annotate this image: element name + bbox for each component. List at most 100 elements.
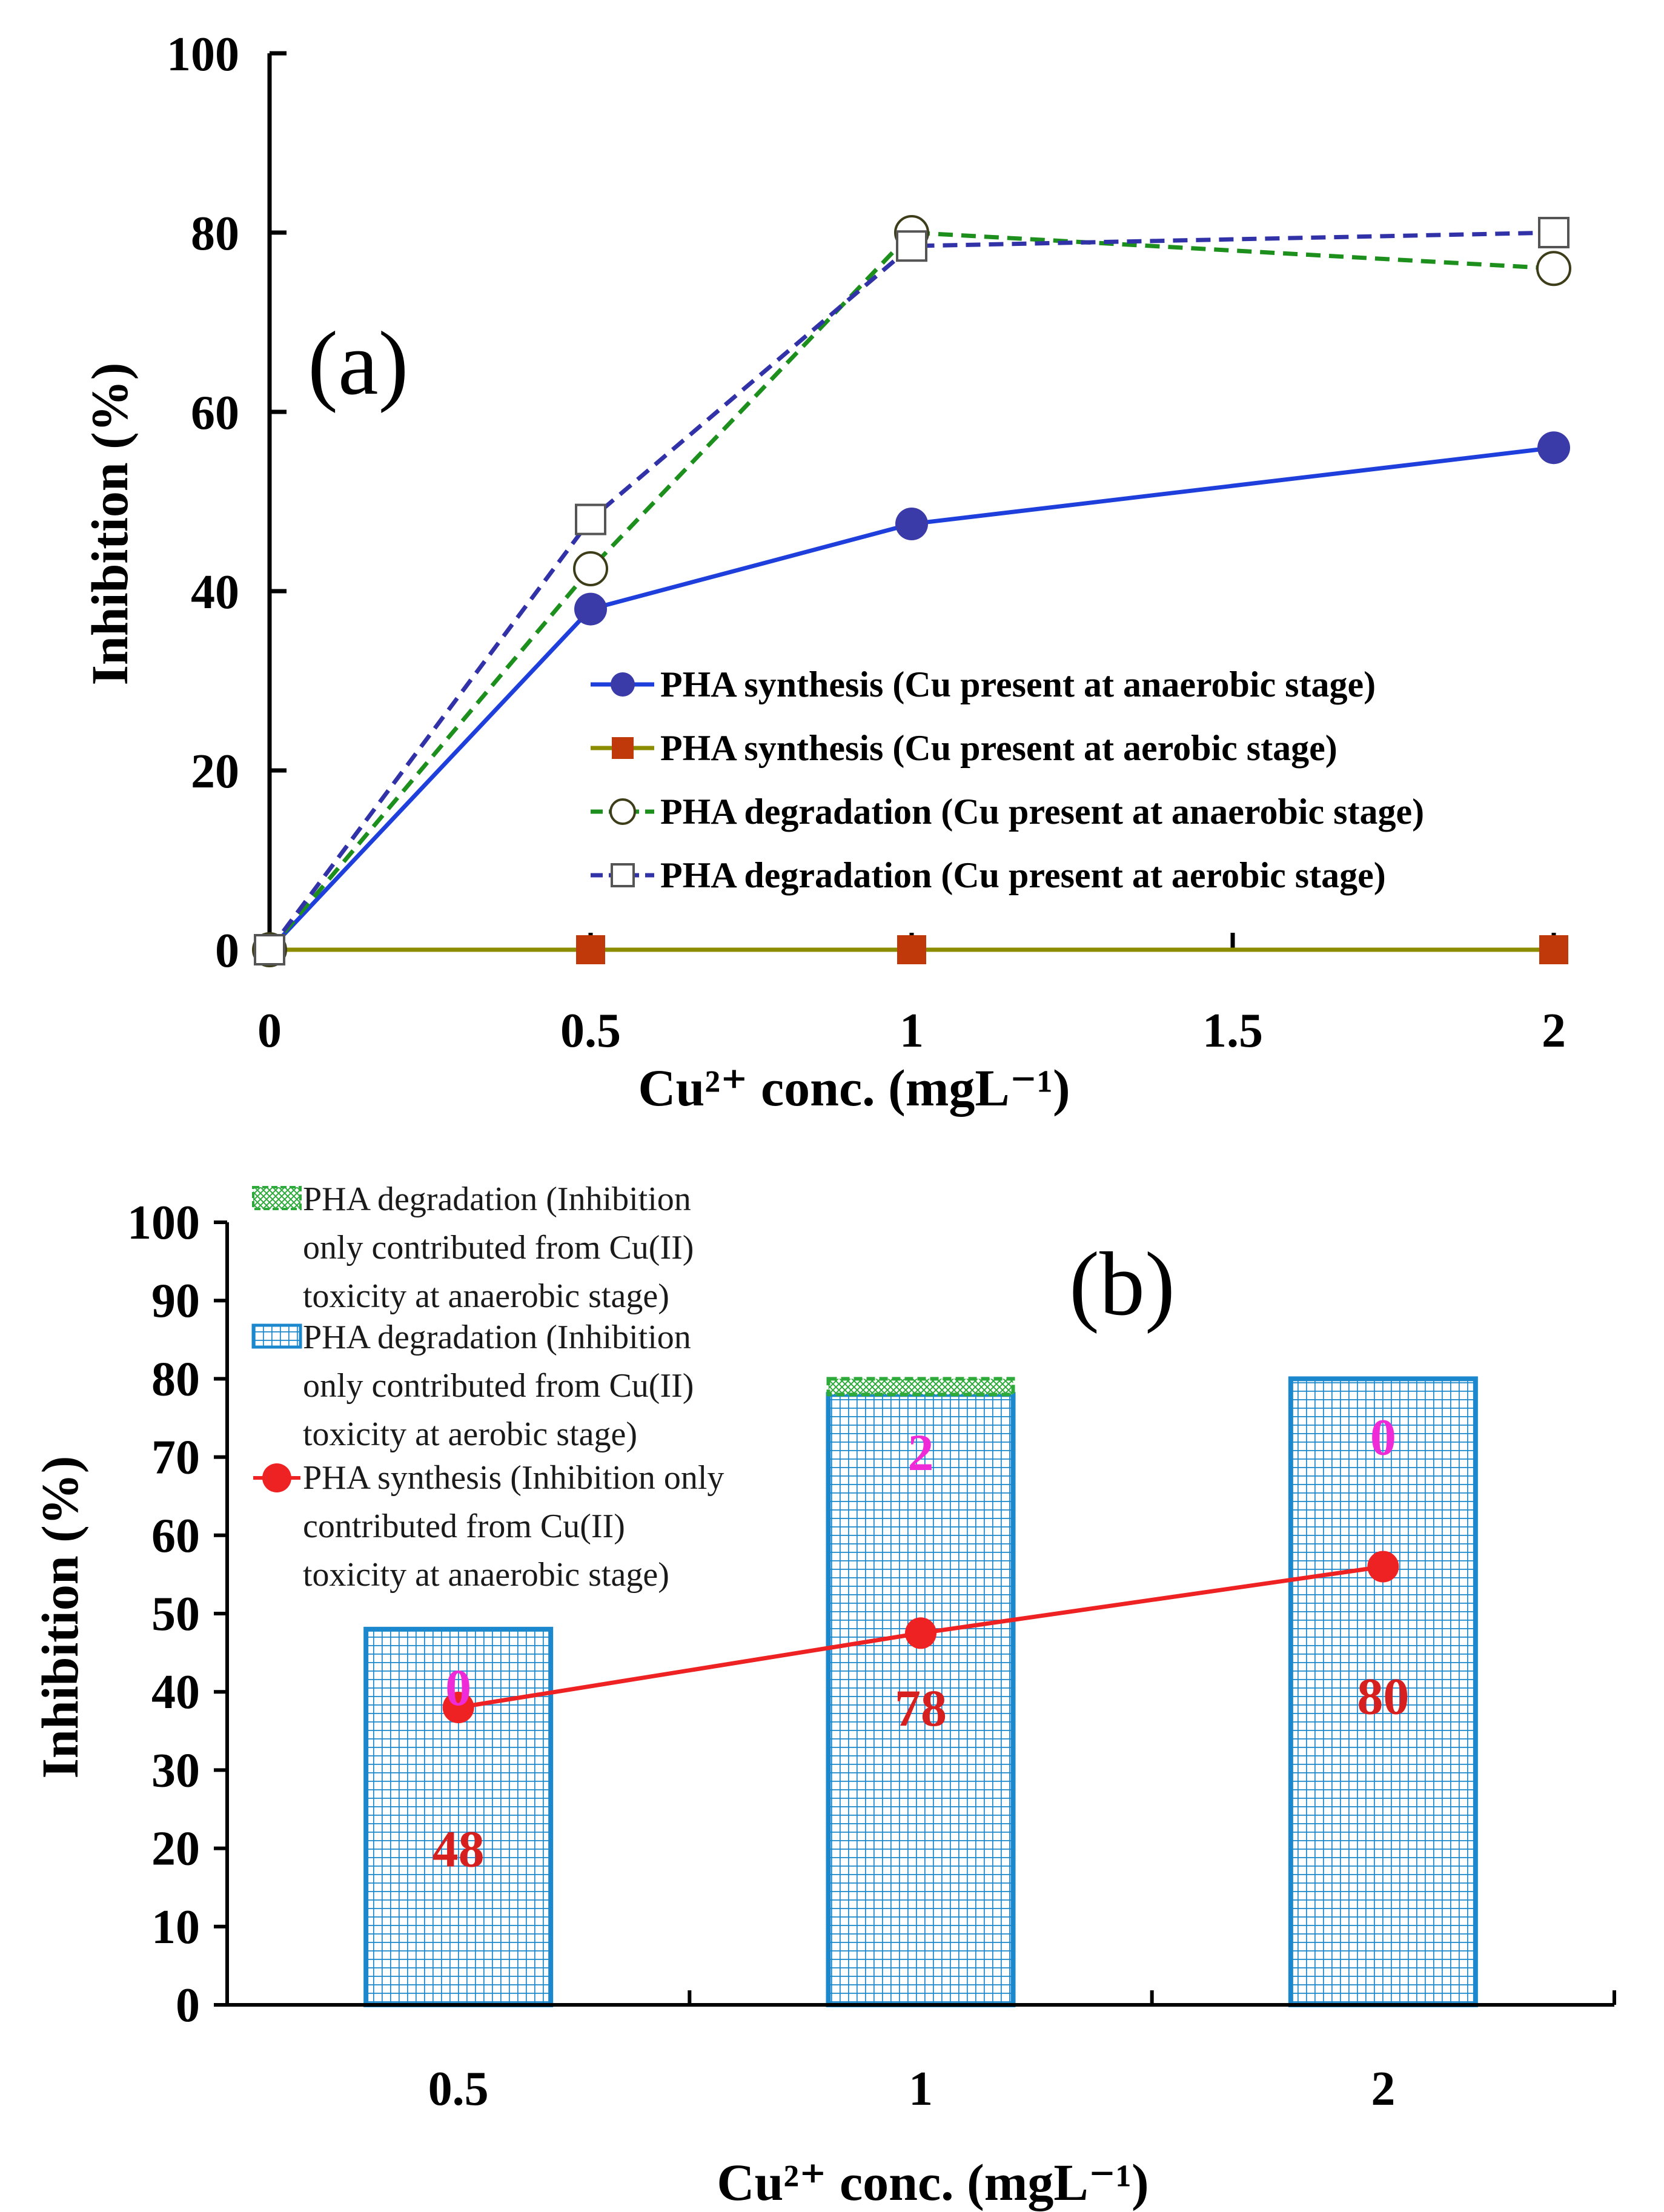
legend-label-line: PHA synthesis (Inhibition only [303, 1459, 724, 1497]
legend-item: PHA synthesis (Cu present at aerobic sta… [591, 728, 1337, 768]
y-tick-label: 30 [151, 1744, 200, 1797]
data-point [1536, 251, 1571, 286]
legend-label-line: PHA degradation (Inhibition [303, 1319, 691, 1356]
y-tick-label: 20 [191, 745, 239, 798]
y-tick-label: 0 [176, 1979, 200, 2032]
panel-b-synthesis-line [442, 1551, 1399, 1724]
bar-value-label-anaerobic: 0 [445, 1658, 471, 1717]
y-tick-label: 40 [151, 1666, 200, 1719]
data-point [1537, 431, 1570, 465]
y-tick-label: 40 [191, 566, 239, 619]
legend-label: PHA synthesis (Cu present at aerobic sta… [660, 728, 1337, 768]
y-tick-label: 60 [191, 386, 239, 440]
legend-item: PHA degradation (Inhibition only contrib… [251, 1319, 694, 1453]
panel-b-y-tick-labels: 0 10 20 30 40 50 60 70 80 90 100 [127, 1196, 200, 2032]
panel-a-series [252, 215, 1571, 967]
legend-marker [612, 737, 634, 759]
x-tick-label: 1.5 [1202, 1004, 1263, 1058]
synthesis-point [1367, 1551, 1399, 1583]
x-tick-label: 0.5 [560, 1004, 621, 1058]
legend-label: PHA degradation (Cu present at anaerobic… [660, 792, 1424, 832]
panel-b-x-axis-label: Cu²⁺ conc. (mgL⁻¹) [717, 2153, 1149, 2211]
data-point [575, 503, 606, 535]
panel-b-bar-value-labels: 48 78 80 0 2 0 [433, 1408, 1410, 1878]
legend-label: PHA synthesis (Cu present at anaerobic s… [660, 664, 1376, 704]
legend-item: PHA degradation (Cu present at aerobic s… [591, 855, 1386, 895]
legend-marker [611, 863, 635, 887]
bar-value-label-aerobic: 80 [1357, 1667, 1409, 1726]
y-tick-label: 80 [151, 1353, 200, 1406]
series-line [268, 445, 1554, 952]
panel-a-line-chart: 0 20 40 60 80 100 0 0.5 1 1.5 2 Cu²⁺ con… [81, 28, 1571, 1117]
data-point [897, 935, 926, 964]
panel-a-x-axis-label: Cu²⁺ conc. (mgL⁻¹) [638, 1059, 1070, 1117]
bar-anaerobic [826, 1377, 1015, 1397]
y-tick-label: 80 [191, 207, 239, 260]
panel-b-axes [214, 1220, 1616, 2007]
legend-label-line: only contributed from Cu(II) [303, 1229, 694, 1267]
panel-b-y-axis-label: Inhibition (%) [31, 1456, 89, 1779]
legend-label-line: toxicity at aerobic stage) [303, 1416, 637, 1453]
legend-symbol [591, 863, 654, 887]
y-tick-label: 70 [151, 1431, 200, 1485]
legend-symbol [591, 737, 654, 759]
legend-item: PHA degradation (Cu present at anaerobic… [591, 792, 1424, 832]
legend-item: PHA degradation (Inhibition only contrib… [252, 1181, 694, 1315]
panel-a-y-tick-labels: 0 20 40 60 80 100 [167, 28, 239, 978]
legend-marker [611, 672, 635, 697]
synthesis-point [905, 1617, 936, 1649]
panel-a-y-axis-label: Inhibition (%) [81, 363, 139, 686]
y-tick-label: 100 [127, 1196, 200, 1250]
legend-label: PHA degradation (Cu present at aerobic s… [660, 855, 1386, 895]
legend-item: PHA synthesis (Cu present at anaerobic s… [591, 664, 1376, 704]
data-point [254, 934, 285, 965]
data-point [896, 230, 927, 262]
series-line [268, 230, 1554, 952]
legend-swatch-blue-grid [251, 1323, 302, 1349]
y-tick-label: 0 [215, 924, 239, 978]
legend-label-line: toxicity at anaerobic stage) [303, 1556, 669, 1594]
y-tick-label: 100 [167, 28, 239, 81]
legend-label-line: only contributed from Cu(II) [303, 1367, 694, 1405]
x-tick-label: 1 [900, 1004, 924, 1058]
legend-label-line: contributed from Cu(II) [303, 1508, 625, 1545]
panel-a-label: (a) [308, 313, 408, 414]
data-point [573, 551, 608, 586]
data-point [1539, 935, 1568, 964]
x-tick-label: 1 [909, 2062, 933, 2116]
series-line [268, 230, 1554, 952]
data-point [1538, 217, 1570, 248]
y-tick-label: 20 [151, 1823, 200, 1876]
synthesis-point [442, 1692, 474, 1724]
panel-b-legend: PHA degradation (Inhibition only contrib… [251, 1181, 724, 1594]
legend-label-line: toxicity at anaerobic stage) [303, 1277, 669, 1315]
legend-item: PHA synthesis (Inhibition only contribut… [253, 1459, 724, 1594]
panel-b-x-tick-labels: 0.5 1 2 [428, 2062, 1396, 2116]
y-tick-label: 10 [151, 1901, 200, 1954]
panel-a-x-tick-labels: 0 0.5 1 1.5 2 [257, 1004, 1566, 1058]
data-point [895, 508, 928, 540]
x-tick-label: 2 [1371, 2062, 1395, 2116]
x-tick-label: 2 [1542, 1004, 1566, 1058]
panel-b-label: (b) [1069, 1234, 1175, 1334]
x-tick-label: 0.5 [428, 2062, 489, 2116]
legend-symbol [591, 798, 654, 825]
bar-value-label-aerobic: 78 [895, 1679, 947, 1737]
y-tick-label: 60 [151, 1509, 200, 1563]
legend-label-line: PHA degradation (Inhibition [303, 1181, 691, 1218]
legend-swatch-green-hatch [252, 1186, 302, 1210]
bar-value-label-aerobic: 48 [433, 1820, 485, 1878]
legend-symbol [591, 672, 654, 697]
y-tick-label: 50 [151, 1588, 200, 1641]
panel-a-legend: PHA synthesis (Cu present at anaerobic s… [591, 664, 1424, 895]
legend-swatch-red-marker [262, 1463, 291, 1492]
x-tick-label: 0 [257, 1004, 282, 1058]
data-point [576, 935, 605, 964]
panel-b-bar-chart: 0 10 20 30 40 50 60 70 80 90 100 0.5 1 2… [31, 1181, 1616, 2211]
bar-value-label-anaerobic: 0 [1370, 1408, 1396, 1466]
legend-marker [609, 798, 636, 825]
y-tick-label: 90 [151, 1274, 200, 1328]
data-point [574, 592, 607, 626]
bar-value-label-anaerobic: 2 [908, 1423, 934, 1482]
